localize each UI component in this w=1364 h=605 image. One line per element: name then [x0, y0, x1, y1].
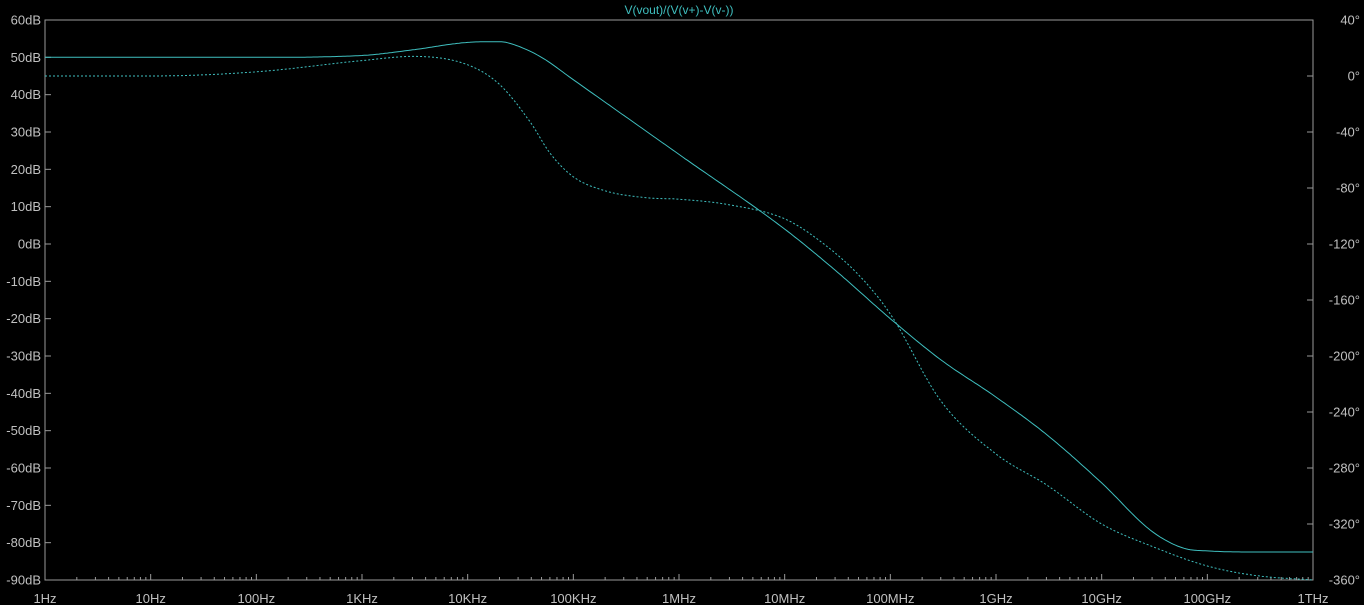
y-axis-right-phase: 40° 0° -40° -80° -120° -160° -200° -240° -280° -3… — [1307, 13, 1360, 588]
y-right-tick-label: -120° — [1329, 237, 1360, 252]
y-left-tick-label: -70dB — [6, 498, 41, 513]
y-left-tick-label: 60dB — [11, 13, 41, 28]
series-layer — [45, 41, 1314, 581]
y-left-tick-label: -20dB — [6, 311, 41, 326]
y-right-tick-label: -80° — [1336, 181, 1360, 196]
y-left-tick-label: 20dB — [11, 162, 41, 177]
y-right-tick-label: -240° — [1329, 405, 1360, 420]
chart-title: V(vout)/(V(v+)-V(v-)) — [625, 3, 734, 17]
x-tick-label: 100Hz — [238, 591, 276, 605]
x-tick-label: 100GHz — [1183, 591, 1231, 605]
magnitude-trace — [45, 41, 1313, 553]
x-tick-label: 1THz — [1297, 591, 1328, 605]
y-right-tick-label: 40° — [1340, 13, 1360, 28]
y-left-tick-label: 40dB — [11, 87, 41, 102]
x-tick-label: 10Hz — [135, 591, 165, 605]
y-left-tick-label: -40dB — [6, 386, 41, 401]
x-tick-label: 1GHz — [979, 591, 1012, 605]
y-right-tick-label: -200° — [1329, 349, 1360, 364]
x-tick-label: 10MHz — [764, 591, 805, 605]
y-right-tick-label: -320° — [1329, 517, 1360, 532]
x-tick-label: 1MHz — [662, 591, 696, 605]
y-left-tick-label: -10dB — [6, 274, 41, 289]
y-left-tick-label: -30dB — [6, 349, 41, 364]
y-left-tick-label: -50dB — [6, 423, 41, 438]
y-left-tick-label: -90dB — [6, 573, 41, 588]
x-tick-label: 100MHz — [866, 591, 914, 605]
x-tick-label: 10GHz — [1081, 591, 1121, 605]
x-tick-label: 10KHz — [448, 591, 487, 605]
x-tick-label: 100KHz — [550, 591, 596, 605]
x-tick-label: 1KHz — [346, 591, 378, 605]
y-right-tick-label: -160° — [1329, 293, 1360, 308]
y-left-tick-label: 0dB — [18, 237, 41, 252]
x-tick-label: 1Hz — [33, 591, 56, 605]
y-right-tick-label: 0° — [1348, 69, 1360, 84]
y-right-tick-label: -280° — [1329, 461, 1360, 476]
y-left-tick-label: 10dB — [11, 199, 41, 214]
y-axis-left-magnitude: 60dB 50dB 40dB 30dB 20dB 10dB 0dB -10dB -20dB -30… — [6, 13, 51, 588]
y-left-tick-label: 50dB — [11, 50, 41, 65]
x-axis: 1Hz 10Hz 100Hz 1KHz 10KHz 100KHz 1MHz 10MHz 100M… — [33, 574, 1329, 605]
y-right-tick-label: -40° — [1336, 125, 1360, 140]
y-left-tick-label: 30dB — [11, 125, 41, 140]
y-left-tick-label: -80dB — [6, 535, 41, 550]
y-right-tick-label: -360° — [1329, 573, 1360, 588]
y-left-tick-label: -60dB — [6, 461, 41, 476]
